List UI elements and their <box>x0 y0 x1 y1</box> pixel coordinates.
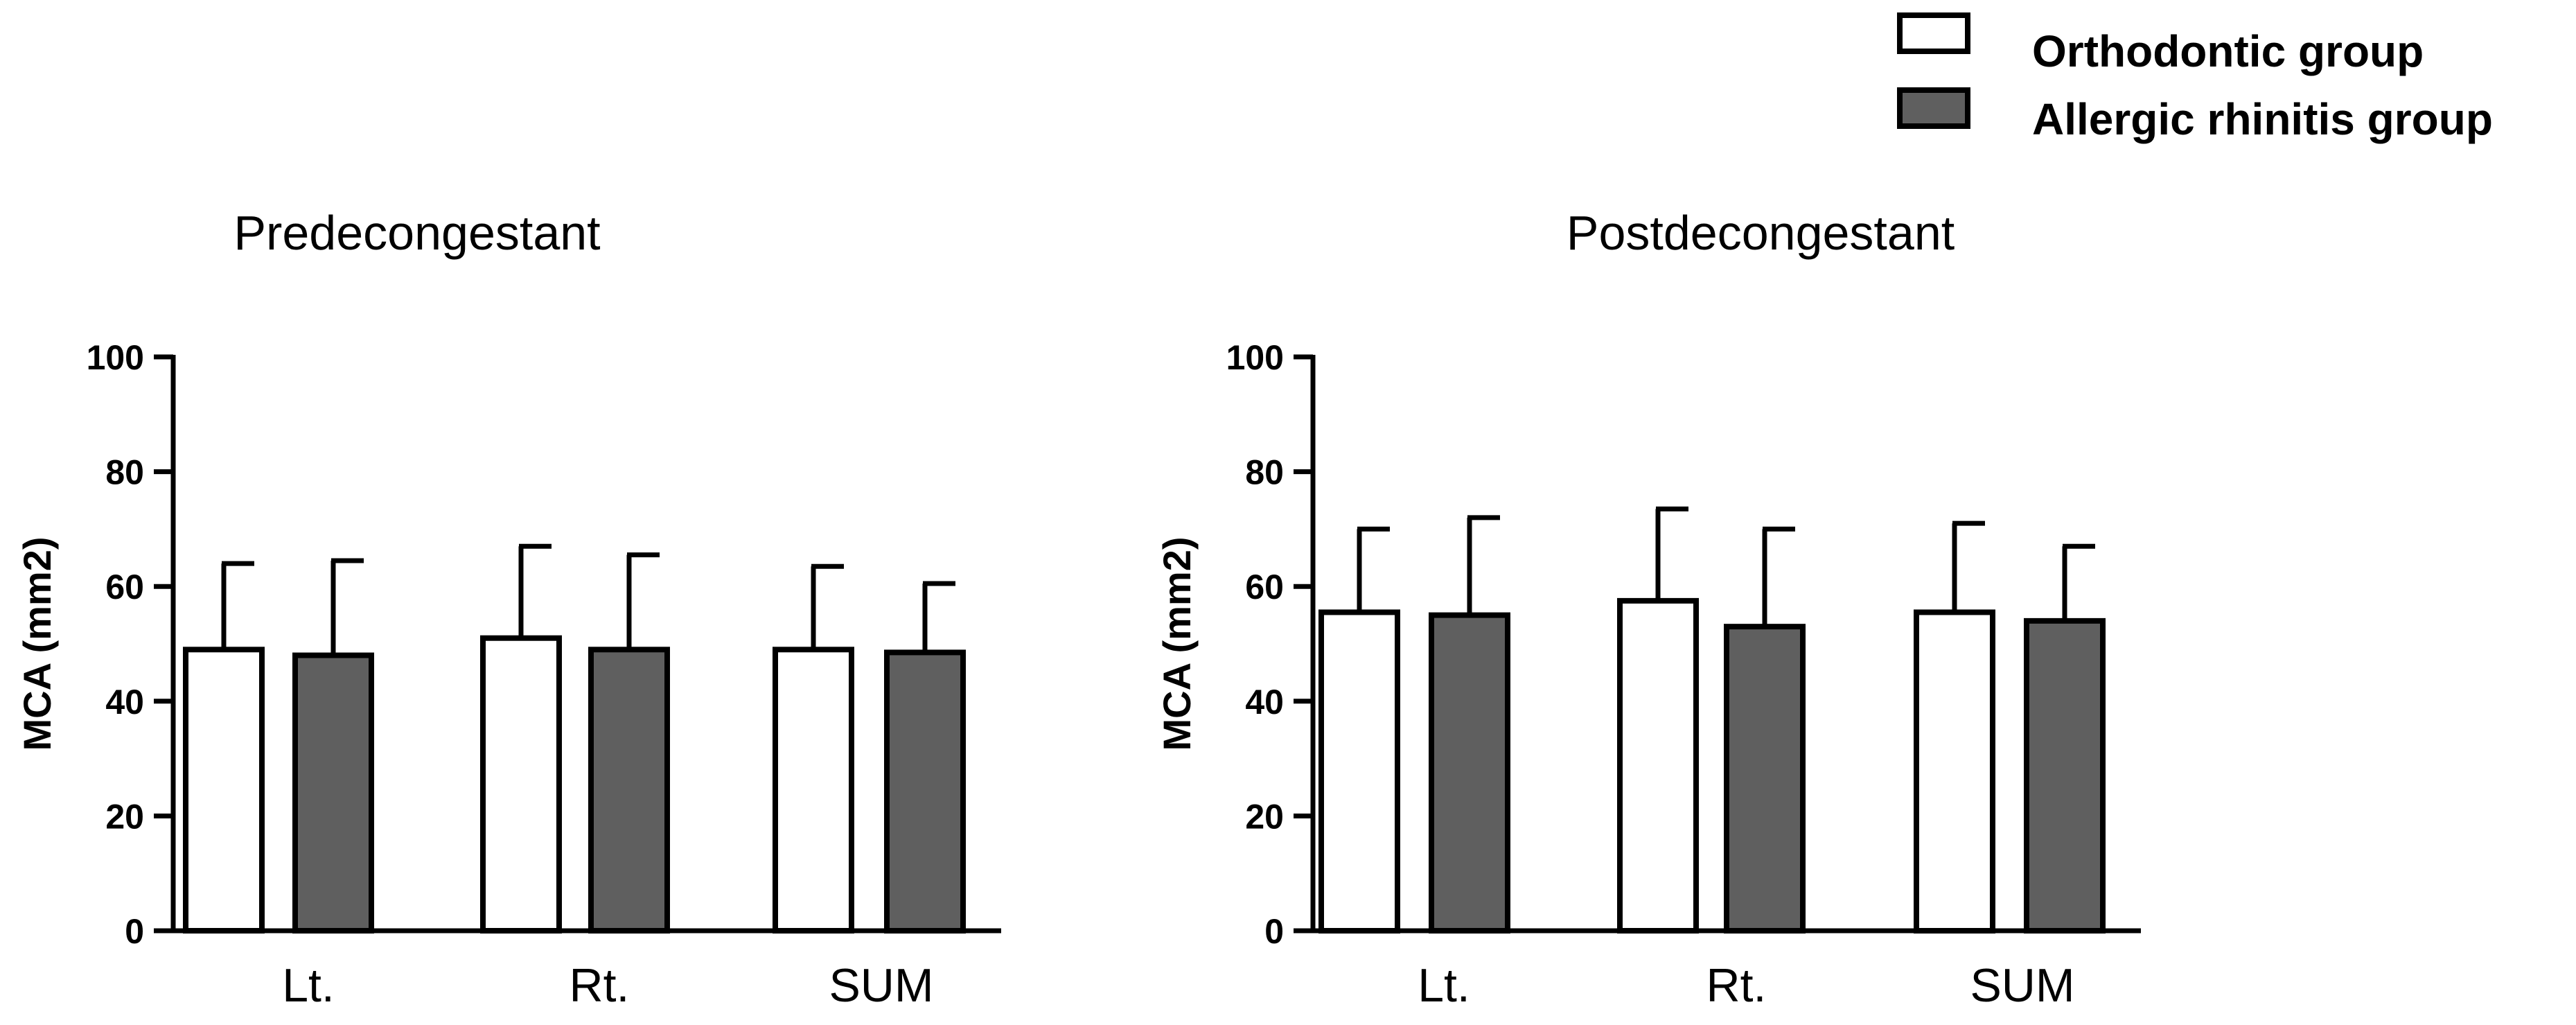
bar-allergic <box>884 649 966 934</box>
chart-panel-postdecongestant: Postdecongestant MCA (mm2) 0 20 40 60 80 100 Lt.… <box>1155 206 2141 1012</box>
y-tick-label: 100 <box>87 338 144 377</box>
legend-label-orthodontic: Orthodontic group <box>2032 26 2424 76</box>
y-tick-label: 20 <box>105 797 144 836</box>
bar-orthodontic <box>1617 597 1699 934</box>
y-tick-label: 60 <box>105 568 144 606</box>
y-tick-label: 100 <box>1226 338 1284 377</box>
y-tick-label: 40 <box>1245 683 1284 721</box>
x-category-label: Lt. <box>282 959 335 1012</box>
legend-swatch-orthodontic <box>1897 12 1970 54</box>
bar-orthodontic <box>183 647 265 934</box>
chart-title: Postdecongestant <box>1567 206 1955 260</box>
y-axis-label: MCA (mm2) <box>15 536 59 751</box>
y-axis-label: MCA (mm2) <box>1155 536 1199 751</box>
y-tick-label: 40 <box>105 683 144 721</box>
bar-allergic <box>1429 612 1510 934</box>
bar-orthodontic <box>1318 609 1400 934</box>
y-tick-label: 0 <box>1264 912 1284 951</box>
legend: Orthodontic group Allergic rhinitis grou… <box>1897 12 2493 144</box>
bar-orthodontic <box>773 647 854 934</box>
bar-allergic <box>1724 624 1806 934</box>
bar-allergic <box>588 647 670 934</box>
y-tick-label: 80 <box>1245 453 1284 492</box>
chart-title: Predecongestant <box>233 206 600 260</box>
bar-orthodontic <box>480 635 562 934</box>
y-tick-label: 0 <box>125 912 144 951</box>
x-category-label: Rt. <box>1706 959 1767 1012</box>
x-category-label: SUM <box>829 959 933 1012</box>
legend-label-allergic: Allergic rhinitis group <box>2032 94 2493 144</box>
legend-swatch-allergic <box>1897 87 1970 129</box>
x-category-label: Rt. <box>570 959 630 1012</box>
y-tick-label: 20 <box>1245 797 1284 836</box>
y-tick-label: 60 <box>1245 568 1284 606</box>
bar-allergic <box>2024 617 2106 934</box>
y-tick-label: 80 <box>105 453 144 492</box>
bar-allergic <box>292 652 374 934</box>
x-category-label: Lt. <box>1418 959 1470 1012</box>
bar-orthodontic <box>1914 609 1995 934</box>
chart-panel-predecongestant: Predecongestant MCA (mm2) 0 20 40 60 80 100 Lt. R… <box>15 206 1001 1012</box>
x-category-label: SUM <box>1970 959 2074 1012</box>
